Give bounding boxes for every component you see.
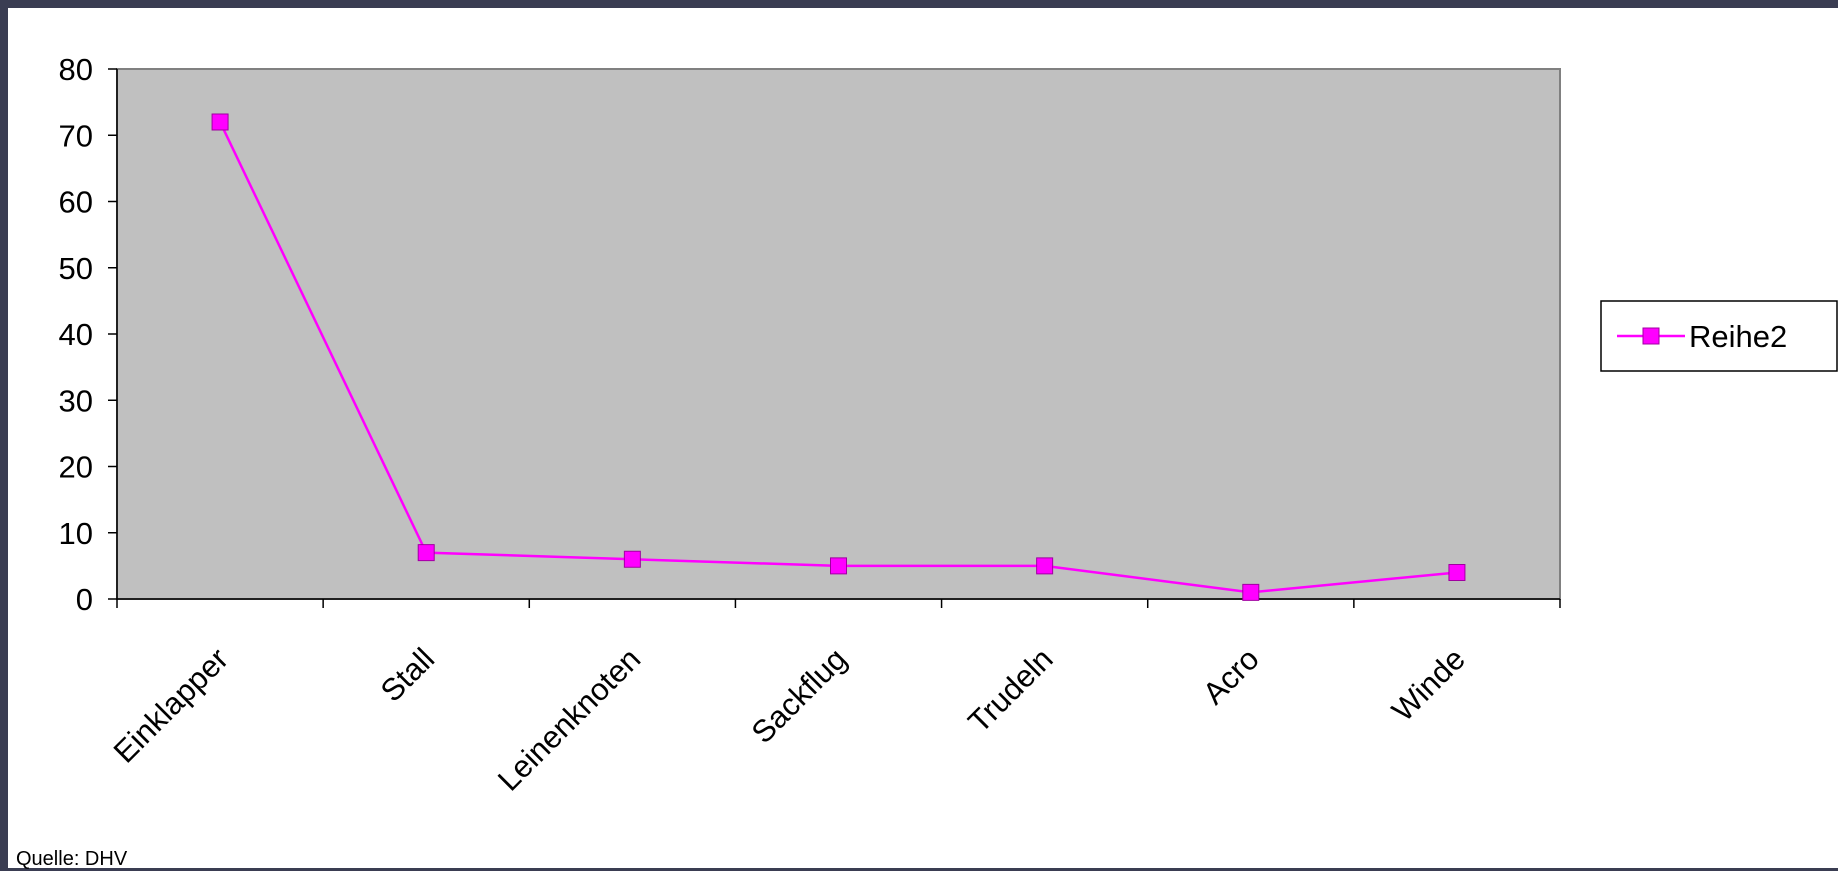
y-tick-label: 30	[59, 383, 93, 418]
data-point-marker	[1242, 583, 1260, 601]
series-group	[211, 113, 1466, 601]
data-point-marker	[417, 544, 435, 562]
data-point-marker	[1036, 557, 1054, 575]
legend-label: Reihe2	[1689, 319, 1787, 354]
x-tick-label: Leinenknoten	[491, 641, 647, 797]
y-tick-label: 70	[59, 118, 93, 153]
y-tick-label: 60	[59, 185, 93, 220]
line-chart: 0 10 20 30 40 50 60 70 80 Einklapper Stall Leinenk…	[59, 52, 1838, 798]
x-tick-label: Sackflug	[745, 641, 854, 750]
y-tick-label: 20	[59, 450, 93, 485]
y-tick-label: 50	[59, 251, 93, 286]
x-tick-label: Stall	[374, 641, 441, 708]
x-axis: Einklapper Stall Leinenknoten Sackflug Trude…	[107, 598, 1561, 798]
legend-marker-swatch	[1642, 327, 1660, 345]
data-point-marker	[623, 550, 641, 568]
data-point-marker	[830, 557, 847, 575]
data-point-marker	[211, 113, 229, 131]
legend: Reihe2	[1600, 300, 1838, 372]
legend-box	[1600, 300, 1838, 372]
x-tick-label: Trudeln	[961, 641, 1059, 739]
x-tick-label: Winde	[1385, 641, 1472, 728]
y-tick-label: 0	[76, 582, 93, 617]
x-tick-label: Einklapper	[107, 641, 235, 769]
plot-area	[116, 68, 1561, 600]
y-tick-label: 80	[59, 52, 93, 87]
chart-frame: 0 10 20 30 40 50 60 70 80 Einklapper Stall Leinenk…	[8, 8, 1838, 870]
x-tick-label: Acro	[1196, 641, 1266, 711]
source-note: Quelle: DHV	[16, 848, 128, 870]
data-point-marker	[1448, 564, 1466, 581]
y-axis: 0 10 20 30 40 50 60 70 80	[59, 52, 118, 617]
y-tick-label: 40	[59, 317, 93, 352]
y-tick-label: 10	[59, 516, 93, 551]
